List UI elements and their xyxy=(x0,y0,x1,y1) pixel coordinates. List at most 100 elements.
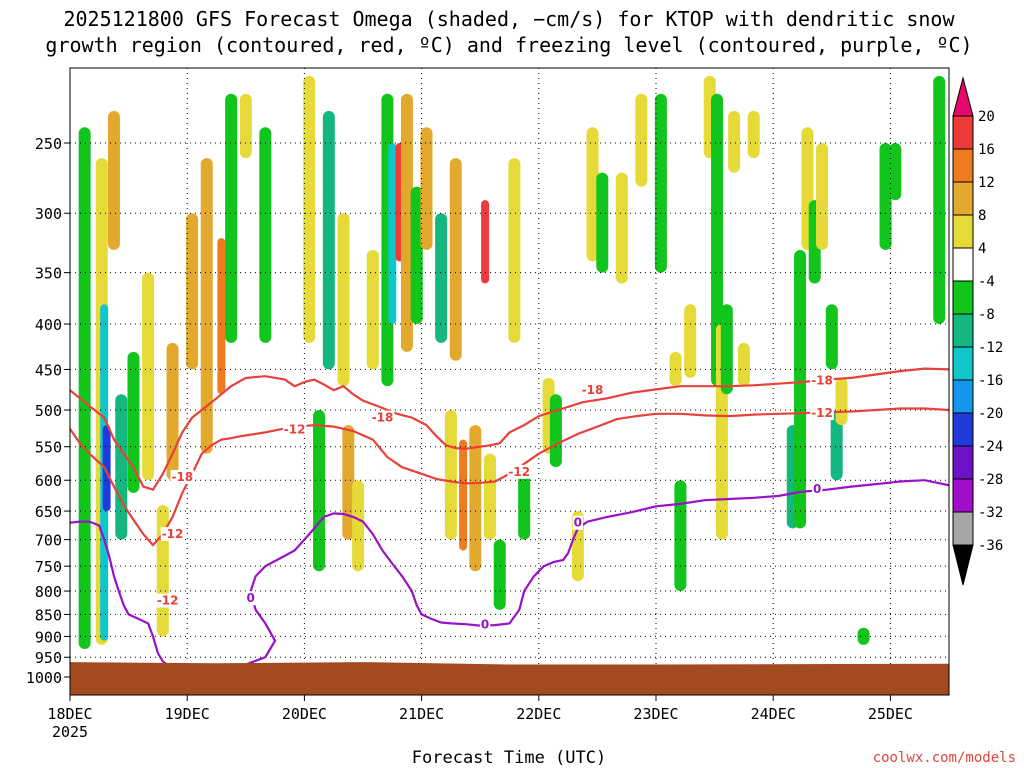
contour-label-bg xyxy=(282,422,307,437)
x-tick-label: 24DEC xyxy=(751,705,796,723)
contour-label-bg xyxy=(811,482,823,497)
omega-cell xyxy=(747,110,760,159)
colorbar-tick-label: -36 xyxy=(978,538,1003,554)
contour-label-bg xyxy=(160,527,185,542)
omega-cell xyxy=(830,410,843,481)
omega-cell xyxy=(825,304,838,370)
colorbar-bin xyxy=(952,247,974,282)
colorbar-bin xyxy=(952,412,974,447)
omega-cell xyxy=(493,539,506,610)
omega-cell xyxy=(303,75,316,343)
contour-label-bg xyxy=(572,515,584,530)
omega-cell xyxy=(420,127,433,250)
y-tick-label: 300 xyxy=(35,205,62,223)
omega-cell xyxy=(483,453,496,540)
contour-freezing-level xyxy=(70,479,949,668)
omega-cell xyxy=(410,186,423,325)
contour-label-bg xyxy=(810,373,834,388)
colorbar-tick-label: 8 xyxy=(978,208,986,224)
omega-cell xyxy=(186,213,199,370)
colorbar-tick-label: -8 xyxy=(978,307,995,323)
colorbar-bottom-arrow xyxy=(952,544,974,586)
colorbar-bin xyxy=(952,148,974,183)
omega-cell xyxy=(459,439,468,551)
omega-cell xyxy=(337,213,350,387)
omega-cell xyxy=(857,627,870,645)
contour-label: 0 xyxy=(247,591,255,605)
contour-label: -12 xyxy=(284,423,306,437)
x-axis-label: Forecast Time (UTC) xyxy=(412,748,606,768)
omega-cell xyxy=(549,394,562,468)
y-tick-label: 500 xyxy=(35,402,62,420)
colorbar-tick-label: -32 xyxy=(978,505,1003,521)
omega-cell xyxy=(115,394,128,540)
contour-dgz-minus12 xyxy=(70,407,949,547)
omega-cell xyxy=(444,410,457,540)
contour-label-bg xyxy=(370,410,395,425)
x-axis-year: 2025 xyxy=(52,723,88,741)
y-tick-label: 450 xyxy=(35,361,62,379)
omega-cell xyxy=(322,110,335,370)
omega-cell xyxy=(737,342,750,387)
omega-cell xyxy=(200,158,213,454)
contour-label: -12 xyxy=(811,406,833,420)
omega-cell xyxy=(388,143,397,325)
omega-cell xyxy=(674,480,687,592)
contour-label: -12 xyxy=(157,594,179,608)
contour-label-bg xyxy=(507,464,532,479)
terrain-surface xyxy=(70,662,949,695)
contour-label: 0 xyxy=(813,482,821,496)
x-tick-label: 21DEC xyxy=(399,705,444,723)
colorbar-bin xyxy=(952,214,974,249)
colorbar-top-arrow xyxy=(952,76,974,117)
contour-label-bg xyxy=(170,470,195,485)
omega-cell xyxy=(435,213,448,343)
omega-cell xyxy=(635,93,648,187)
y-tick-label: 550 xyxy=(35,439,62,457)
omega-cell xyxy=(102,425,111,512)
credit-link[interactable]: coolwx.com/models xyxy=(873,750,1016,766)
contour-label: -18 xyxy=(372,411,394,425)
omega-cell xyxy=(78,127,91,650)
colorbar-tick-label: 12 xyxy=(978,175,995,191)
omega-cell xyxy=(728,110,741,173)
omega-cell xyxy=(615,172,628,284)
x-tick-label: 20DEC xyxy=(282,705,327,723)
y-axis: 250 300 350 400 450 500 550 600 650 700 750 800 850 9… xyxy=(26,135,70,687)
colorbar-bin xyxy=(952,346,974,381)
contour-label: 0 xyxy=(574,516,582,530)
omega-cell xyxy=(239,93,252,159)
y-tick-label: 950 xyxy=(35,649,62,667)
omega-cell xyxy=(889,143,902,201)
omega-cell xyxy=(107,110,120,250)
omega-cell xyxy=(654,93,667,273)
omega-cell xyxy=(400,93,413,352)
colorbar-bin xyxy=(952,280,974,315)
y-tick-label: 650 xyxy=(35,503,62,521)
colorbar-tick-label: -4 xyxy=(978,274,995,290)
omega-cell xyxy=(508,158,521,343)
colorbar-tick-label: 4 xyxy=(978,241,986,257)
x-tick-label: 22DEC xyxy=(516,705,561,723)
x-axis: 18DEC 19DEC 20DEC 21DEC 22DEC 23DEC 24DEC 25DEC xyxy=(47,695,913,723)
y-tick-label: 750 xyxy=(35,558,62,576)
y-tick-label: 1000 xyxy=(26,669,62,687)
contour-label: -18 xyxy=(582,383,604,397)
contour-label: -18 xyxy=(171,470,193,484)
plot-frame xyxy=(69,67,950,696)
contour-label-bg xyxy=(245,591,256,606)
x-tick-label: 19DEC xyxy=(165,705,210,723)
colorbar-bin xyxy=(952,181,974,216)
colorbar-tick-label: -20 xyxy=(978,406,1003,422)
contour-labels: -18 -18 -18 -18 -12 -12 -12 -12 -12 0 0 0 0 xyxy=(155,373,834,632)
omega-cell xyxy=(449,158,462,361)
colorbar-bin xyxy=(952,511,974,546)
colorbar-tick-label: -24 xyxy=(978,439,1003,455)
colorbar-tick-label: -28 xyxy=(978,472,1003,488)
y-tick-label: 250 xyxy=(35,135,62,153)
chart-title-line2: growth region (contoured, red, ºC) and f… xyxy=(45,33,972,57)
colorbar-tick-label: -12 xyxy=(978,340,1003,356)
contour-label-bg xyxy=(580,383,605,398)
omega-cell xyxy=(720,304,733,395)
omega-cell xyxy=(879,143,892,250)
